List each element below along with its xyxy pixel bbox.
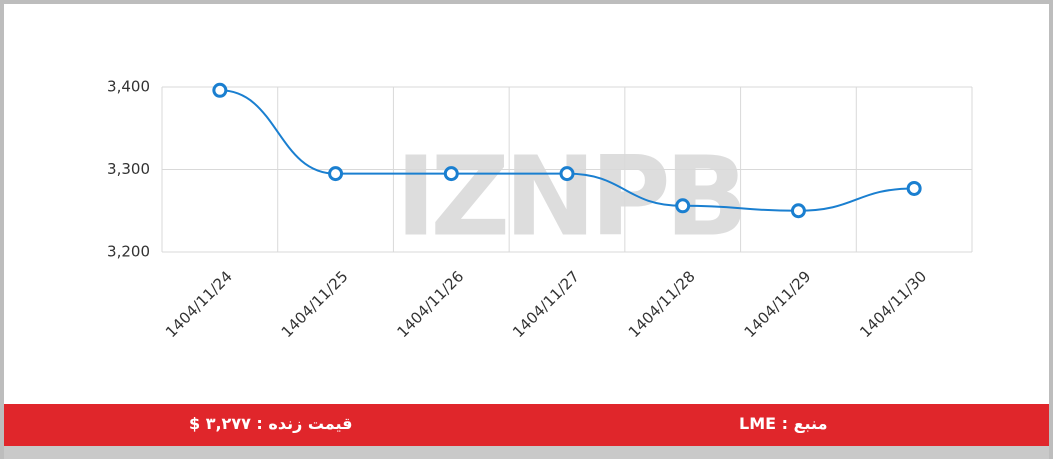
point <box>790 203 806 219</box>
watermark: IZNPB <box>395 132 742 260</box>
x-tick-label: 1404/11/30 <box>856 267 930 341</box>
point <box>212 82 228 98</box>
x-tick-label: 1404/11/25 <box>278 267 352 341</box>
point <box>906 180 922 196</box>
footer-bar: قیمت زنده : ۳,۲۷۷ $ منبع : LME <box>4 404 1049 446</box>
bottom-strip <box>4 446 1049 459</box>
source: منبع : LME <box>739 414 828 433</box>
chart: IZNPB 3,200 3,300 3,400 1404/11/24 1404/11/2… <box>107 78 973 341</box>
x-tick-label: 1404/11/28 <box>625 267 699 341</box>
x-tick-label: 1404/11/24 <box>162 267 236 341</box>
point <box>328 166 344 182</box>
live-price: قیمت زنده : ۳,۲۷۷ $ <box>189 414 353 433</box>
y-tick-label: 3,400 <box>107 78 150 96</box>
x-tick-label: 1404/11/29 <box>741 267 815 341</box>
point <box>559 166 575 182</box>
x-tick-label: 1404/11/27 <box>509 267 583 341</box>
point <box>675 198 691 214</box>
x-tick-label: 1404/11/26 <box>393 267 467 341</box>
point <box>443 166 459 182</box>
y-tick-label: 3,300 <box>107 160 150 178</box>
y-tick-label: 3,200 <box>107 243 150 261</box>
